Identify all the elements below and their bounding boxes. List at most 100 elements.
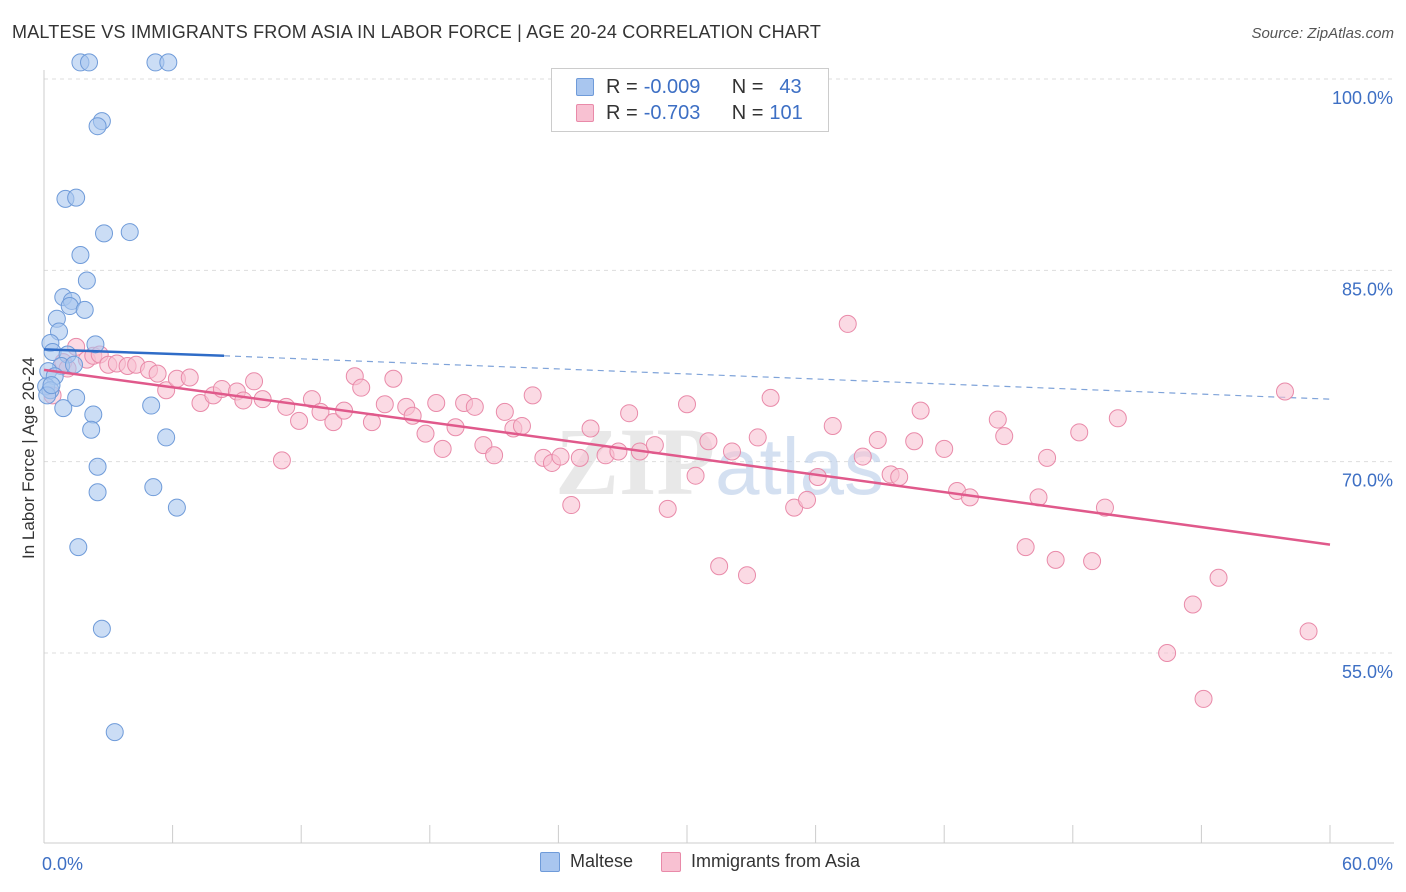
point-asia: [485, 446, 504, 465]
point-maltese: [42, 376, 61, 395]
point-asia: [658, 499, 677, 518]
point-asia: [1209, 568, 1228, 587]
trend-lines-dashed: [224, 355, 1331, 400]
point-asia: [620, 404, 639, 423]
series-label-maltese: Maltese: [570, 851, 634, 871]
point-maltese: [95, 224, 114, 243]
point-asia: [699, 432, 718, 451]
point-asia: [581, 419, 600, 438]
point-asia: [495, 402, 514, 421]
point-asia: [890, 467, 909, 486]
point-asia: [761, 388, 780, 407]
series-label-asia: Immigrants from Asia: [691, 851, 861, 871]
point-maltese: [75, 300, 94, 319]
series-legend: Maltese Immigrants from Asia: [540, 851, 888, 872]
legend-r-label: R =: [606, 75, 638, 98]
point-asia: [1194, 689, 1213, 708]
point-asia: [180, 368, 199, 387]
point-maltese: [69, 538, 88, 557]
point-asia: [1083, 552, 1102, 571]
point-asia: [988, 410, 1007, 429]
legend-n-value: 43: [779, 75, 802, 98]
point-asia: [1275, 382, 1294, 401]
point-asia: [433, 439, 452, 458]
point-maltese: [71, 246, 90, 265]
point-asia: [853, 447, 872, 466]
point-asia: [1095, 498, 1114, 517]
legend-row-maltese: R = -0.009 N = 43: [576, 75, 802, 99]
trend-line-maltese: [43, 348, 225, 358]
point-asia: [375, 395, 394, 414]
point-maltese: [65, 355, 84, 374]
point-asia: [1183, 595, 1202, 614]
point-asia: [686, 466, 705, 485]
y-tick-label: 100.0%: [1332, 88, 1393, 108]
point-asia: [324, 413, 343, 432]
x-tick-label: 0.0%: [42, 854, 83, 874]
point-maltese: [84, 405, 103, 424]
point-asia: [678, 395, 696, 414]
point-asia: [384, 369, 403, 388]
point-asia: [798, 490, 817, 509]
legend-r-value: -0.009: [643, 75, 701, 98]
legend-swatch-maltese: [576, 78, 594, 96]
legend-n-label: N =: [731, 75, 764, 98]
y-axis-label: In Labor Force | Age 20-24: [19, 357, 38, 559]
series-legend-maltese[interactable]: Maltese: [540, 851, 633, 872]
point-asia: [562, 496, 581, 515]
point-asia: [148, 364, 167, 383]
point-asia: [868, 430, 887, 449]
point-maltese: [54, 399, 73, 418]
point-asia: [234, 391, 253, 410]
point-asia: [1046, 550, 1065, 569]
point-asia: [710, 557, 729, 576]
legend-r-label: R =: [606, 101, 638, 124]
point-maltese: [86, 335, 105, 354]
point-asia: [838, 314, 857, 333]
point-asia: [352, 378, 371, 397]
y-tick-label: 85.0%: [1342, 279, 1393, 299]
series-swatch-maltese: [540, 851, 560, 872]
legend-n-value: 101: [769, 101, 803, 124]
point-asia: [995, 427, 1014, 446]
trend-line-asia: [43, 368, 1331, 546]
point-asia: [551, 447, 570, 466]
y-tick-label: 55.0%: [1342, 662, 1393, 682]
point-maltese: [142, 396, 161, 415]
point-asia: [427, 393, 446, 412]
stats-legend: R = -0.009 N = 43 R = -0.703 N = 101: [551, 68, 829, 132]
legend-r-value: -0.703: [643, 101, 701, 124]
point-maltese: [88, 117, 107, 136]
point-asia: [1038, 448, 1057, 467]
series-legend-asia[interactable]: Immigrants from Asia: [661, 851, 860, 872]
point-maltese: [82, 420, 101, 439]
point-maltese: [167, 498, 186, 517]
point-asia: [416, 424, 435, 443]
chart-title: MALTESE VS IMMIGRANTS FROM ASIA IN LABOR…: [12, 22, 822, 42]
point-asia: [609, 442, 628, 461]
trend-lines: [43, 348, 1331, 546]
point-asia: [738, 566, 757, 585]
point-asia: [1016, 538, 1035, 557]
point-asia: [302, 390, 321, 409]
point-asia: [523, 386, 542, 405]
point-maltese: [67, 188, 86, 207]
point-asia: [1299, 622, 1318, 641]
point-maltese: [157, 428, 176, 447]
point-maltese: [120, 223, 139, 242]
point-maltese: [88, 483, 107, 502]
point-asia: [935, 439, 954, 458]
point-maltese: [144, 478, 163, 497]
point-asia: [245, 372, 264, 391]
tick-labels: 100.0% 85.0% 70.0% 55.0% 0.0% 60.0%: [42, 88, 1393, 874]
x-tick-label: 60.0%: [1342, 854, 1393, 874]
point-asia: [465, 397, 484, 416]
point-maltese: [67, 388, 86, 407]
series-swatch-asia: [661, 851, 682, 872]
point-maltese: [105, 723, 124, 742]
legend-n-label: N =: [731, 101, 764, 124]
legend-swatch-asia: [576, 104, 594, 122]
point-asia: [723, 442, 742, 461]
point-asia: [1158, 644, 1177, 662]
